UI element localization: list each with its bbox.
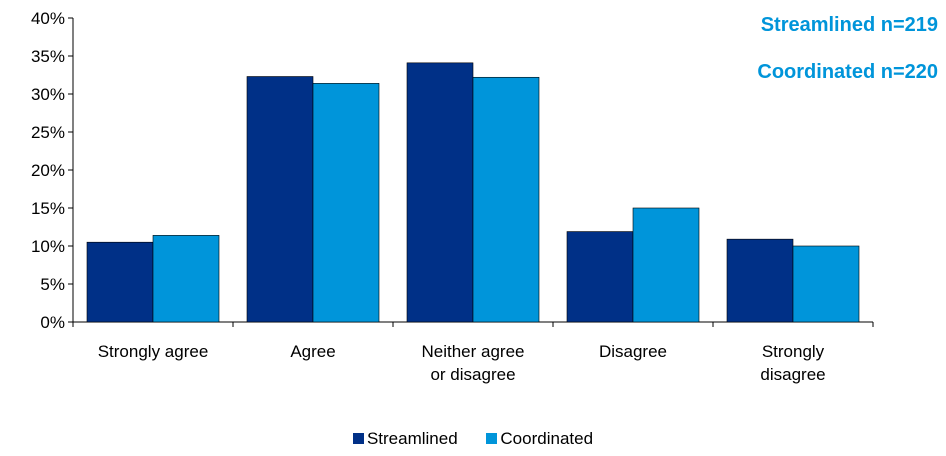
coordinated-sample-size: Coordinated n=220	[757, 61, 938, 83]
x-category-label: Strongly agree	[98, 342, 209, 361]
y-tick-label: 20%	[31, 161, 65, 180]
x-category-label: Agree	[290, 342, 335, 361]
bar-streamlined-1	[246, 76, 314, 323]
y-tick-label: 10%	[31, 237, 65, 256]
legend-item-streamlined: Streamlined	[352, 429, 458, 449]
bar-streamlined-0	[86, 241, 154, 323]
bar-streamlined-3	[566, 231, 634, 323]
x-category-label: Strongly disagree	[760, 342, 825, 384]
y-tick-label: 40%	[31, 9, 65, 28]
x-category-label: Neither agree or disagree	[421, 342, 524, 384]
bar-coordinated-0	[152, 235, 220, 323]
y-tick-label: 25%	[31, 123, 65, 142]
bar-coordinated-1	[312, 83, 380, 323]
y-tick-label: 30%	[31, 85, 65, 104]
bar-coordinated-3	[632, 207, 700, 323]
bar-streamlined-4	[726, 238, 794, 323]
y-tick-label: 35%	[31, 47, 65, 66]
bar-coordinated-2	[472, 76, 540, 323]
bar-streamlined-2	[406, 62, 474, 323]
legend: Streamlined Coordinated	[0, 429, 946, 449]
streamlined-sample-size: Streamlined n=219	[760, 14, 938, 36]
legend-swatch-coordinated	[486, 433, 498, 444]
y-tick-label: 5%	[40, 275, 65, 294]
bar-coordinated-4	[792, 245, 860, 323]
y-tick-label: 15%	[31, 199, 65, 218]
legend-label-streamlined: Streamlined	[366, 429, 458, 448]
legend-swatch-streamlined	[352, 433, 364, 444]
legend-label-coordinated: Coordinated	[500, 429, 594, 448]
x-category-label: Disagree	[599, 342, 667, 361]
legend-item-coordinated: Coordinated	[486, 429, 593, 449]
y-tick-label: 0%	[40, 313, 65, 332]
